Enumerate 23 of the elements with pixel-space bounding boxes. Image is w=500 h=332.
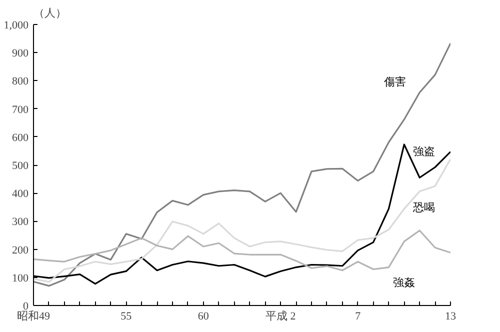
x-tick-label: 13 <box>445 310 456 322</box>
y-tick-label: 300 <box>12 216 29 228</box>
y-axis-title: （人） <box>34 8 66 20</box>
y-tick-label: 700 <box>12 104 29 116</box>
series-label: 恐喝 <box>412 202 436 214</box>
x-tick-label: 平成 2 <box>265 310 296 322</box>
y-tick-label: 1,000 <box>4 20 29 32</box>
y-tick-label: 900 <box>12 48 29 60</box>
y-tick-label: 600 <box>12 132 29 144</box>
x-tick-label: 昭和49 <box>17 310 50 322</box>
series-label: 傷害 <box>384 76 406 89</box>
line-series <box>34 230 450 272</box>
series-label: 強姦 <box>393 277 416 290</box>
y-tick-label: 200 <box>12 244 29 256</box>
x-tick-label: 55 <box>120 310 132 322</box>
x-tick-label: 60 <box>198 310 210 322</box>
y-tick-label: 400 <box>12 188 29 200</box>
y-tick-label: 500 <box>12 160 29 172</box>
x-tick-label: 7 <box>355 310 362 322</box>
series-label: 強盗 <box>413 146 436 158</box>
line-series <box>34 42 450 287</box>
y-tick-label: 100 <box>12 272 29 284</box>
y-tick-label: 800 <box>12 76 29 88</box>
